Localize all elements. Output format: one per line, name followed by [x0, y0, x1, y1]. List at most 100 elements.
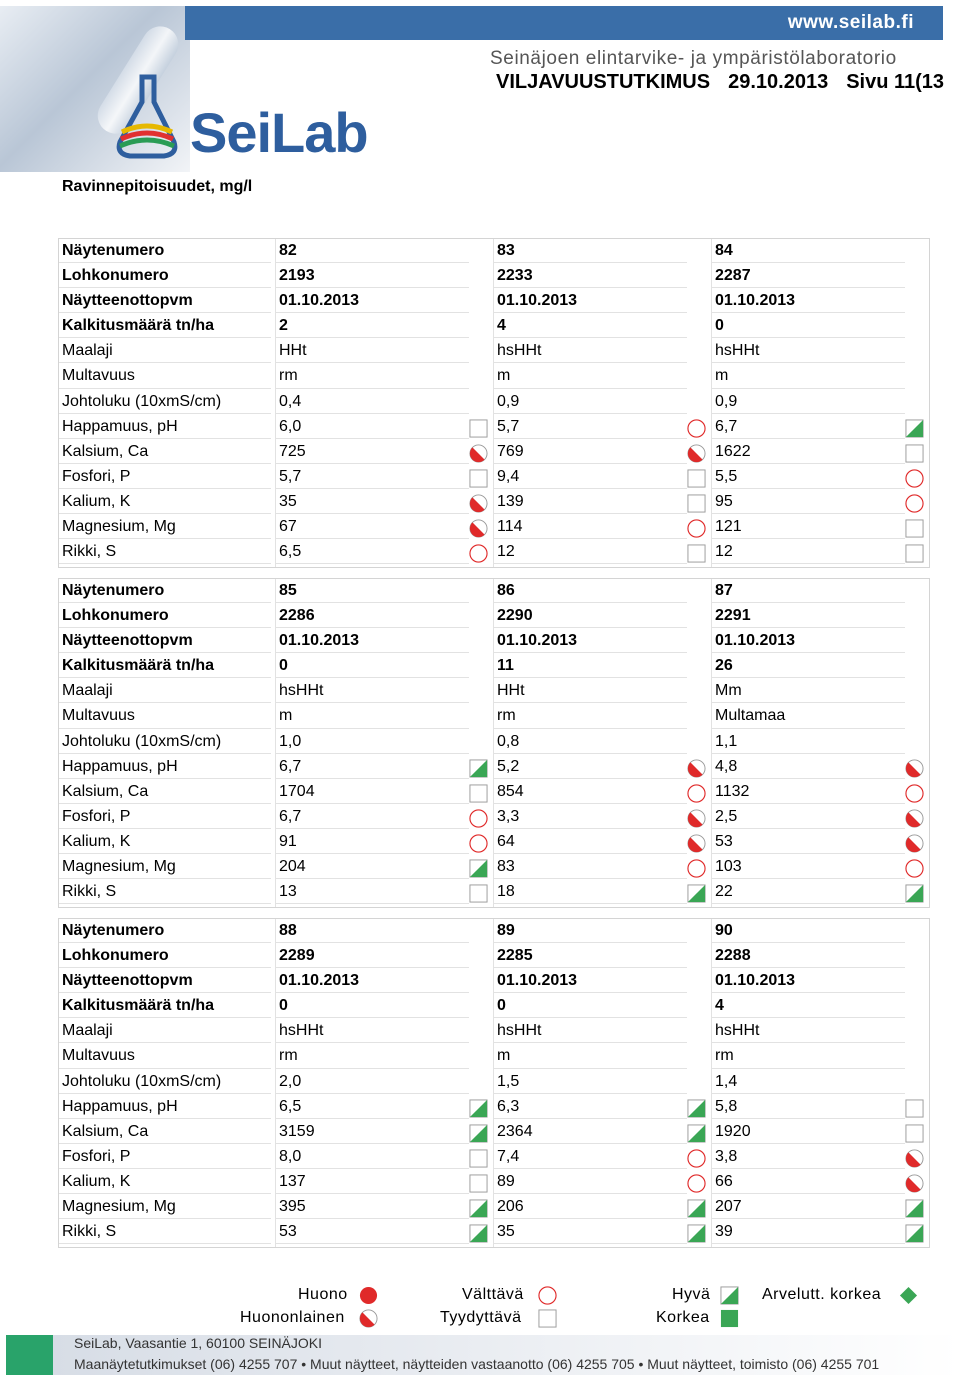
cell-value: 2193	[279, 267, 315, 285]
table-row: Multavuus m rm Multamaa	[59, 704, 929, 729]
row-underline	[493, 538, 687, 540]
cell-value: 01.10.2013	[497, 972, 578, 990]
row-underline	[711, 903, 905, 905]
row-underline	[493, 1067, 687, 1069]
status-hyva-icon	[469, 1199, 488, 1218]
row-underline	[493, 1243, 687, 1245]
status-valttava-icon	[687, 419, 706, 438]
row-label: Multavuus	[62, 367, 135, 385]
row-underline	[275, 1142, 469, 1144]
table-row: Kalsium, Ca 725 769 1622	[59, 440, 929, 465]
cell-value: 137	[279, 1172, 306, 1190]
website-url[interactable]: www.seilab.fi	[787, 12, 914, 33]
row-underline	[59, 1042, 271, 1044]
status-tyydyttava-icon	[905, 1124, 924, 1143]
section-title: Ravinnepitoisuudet, mg/l	[62, 178, 253, 195]
cell-value: 1,4	[715, 1072, 738, 1090]
footer-contacts: Maanäytetutkimukset (06) 4255 707 • Muut…	[74, 1356, 880, 1372]
row-underline	[493, 387, 687, 389]
cell-value: 2290	[497, 607, 533, 625]
row-label: Näytteenottopvm	[62, 972, 193, 990]
cell-value: 0	[497, 997, 506, 1015]
row-underline	[275, 903, 469, 905]
row-underline	[59, 362, 271, 364]
status-hyva-icon	[905, 1199, 924, 1218]
table-row: Näytteenottopvm 01.10.2013 01.10.2013 01.10…	[59, 629, 929, 654]
row-underline	[275, 777, 469, 779]
cell-value: 0	[715, 317, 724, 335]
row-underline	[275, 1193, 469, 1195]
row-underline	[59, 563, 271, 565]
row-underline	[493, 853, 687, 855]
cell-value: 2233	[497, 267, 533, 285]
cell-value: 2,5	[715, 807, 738, 825]
table-row: Kalkitusmäärä tn/ha 0 11 26	[59, 654, 929, 679]
status-huononlainen-icon	[905, 834, 924, 853]
row-label: Näytenumero	[62, 582, 165, 599]
row-underline	[59, 437, 271, 439]
row-underline	[59, 677, 271, 679]
row-underline	[59, 802, 271, 804]
row-label: Johtoluku (10xmS/cm)	[62, 732, 222, 750]
row-underline	[711, 992, 905, 994]
row-underline	[59, 777, 271, 779]
row-label: Rikki, S	[62, 1223, 117, 1241]
status-huononlainen-icon	[905, 1174, 924, 1193]
cell-value: 2364	[497, 1122, 533, 1140]
table-row: Kalium, K 137 89 66	[59, 1170, 929, 1195]
cell-value: 01.10.2013	[715, 972, 796, 990]
cell-value: 6,7	[279, 757, 302, 775]
header-band	[185, 6, 943, 40]
row-underline	[59, 727, 271, 729]
cell-value: 1704	[279, 782, 315, 800]
status-huononlainen-icon	[469, 494, 488, 513]
status-valttava-icon	[469, 544, 488, 563]
row-underline	[59, 702, 271, 704]
cell-value: 01.10.2013	[497, 632, 578, 650]
table-row: Näytenumero 85 86 87	[59, 579, 929, 604]
row-underline	[711, 563, 905, 565]
row-label: Kalsium, Ca	[62, 442, 149, 460]
row-underline	[275, 652, 469, 654]
cell-value: rm	[279, 367, 298, 385]
table-row: Lohkonumero 2289 2285 2288	[59, 944, 929, 969]
table-row: Johtoluku (10xmS/cm) 0,4 0,9 0,9	[59, 390, 929, 415]
row-label: Maalaji	[62, 342, 113, 360]
row-underline	[59, 652, 271, 654]
row-underline	[711, 942, 905, 944]
table-row: Magnesium, Mg 395 206 207	[59, 1195, 929, 1220]
cell-value: hsHHt	[715, 1022, 760, 1040]
results-table: Näytenumero 85 86 87 Lohkonumero 2286 2290 2291…	[58, 578, 930, 909]
cell-value: 103	[715, 858, 742, 876]
row-underline	[493, 513, 687, 515]
table-row: Maalaji HHt hsHHt hsHHt	[59, 339, 929, 364]
row-underline	[711, 287, 905, 289]
row-label: Multavuus	[62, 707, 135, 725]
row-underline	[711, 1243, 905, 1245]
status-hyva-icon	[687, 1199, 706, 1218]
row-underline	[711, 1193, 905, 1195]
status-tyydyttava-icon	[905, 544, 924, 563]
cell-value: 6,7	[715, 417, 738, 435]
doc-title: VILJAVUUSTUTKIMUS	[496, 71, 711, 93]
flask-logo-icon	[116, 74, 178, 159]
row-underline	[493, 362, 687, 364]
row-underline	[275, 462, 469, 464]
status-huononlainen-icon	[469, 519, 488, 538]
legend-huononlainen-icon	[359, 1309, 378, 1328]
row-underline	[275, 1042, 469, 1044]
status-tyydyttava-icon	[687, 494, 706, 513]
row-underline	[59, 903, 271, 905]
row-underline	[59, 462, 271, 464]
status-huononlainen-icon	[905, 809, 924, 828]
cell-value: 3,8	[715, 1147, 738, 1165]
status-hyva-icon	[687, 1099, 706, 1118]
row-label: Magnesium, Mg	[62, 858, 176, 876]
document-title: VILJAVUUSTUTKIMUS 29.10.2013 Sivu 11(13	[496, 71, 944, 94]
row-underline	[711, 487, 905, 489]
footer-accent	[6, 1335, 53, 1375]
row-underline	[711, 412, 905, 414]
row-underline	[275, 878, 469, 880]
status-valttava-icon	[687, 784, 706, 803]
status-hyva-icon	[469, 1099, 488, 1118]
